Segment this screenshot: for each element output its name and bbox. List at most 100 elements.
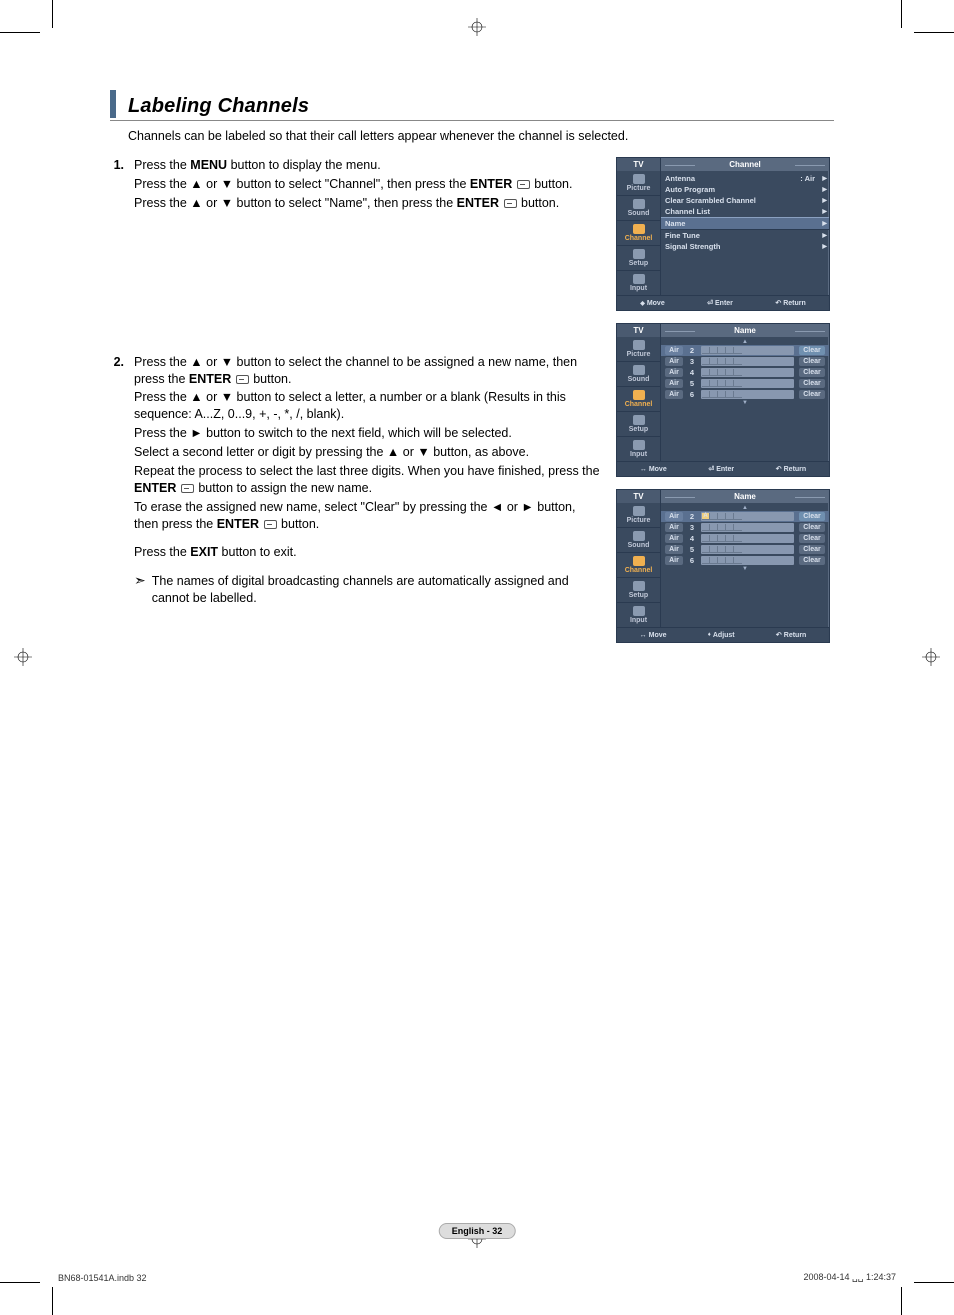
name-row: Air4Clear (661, 533, 829, 544)
name-field: A (701, 512, 794, 521)
tv-screenshot-channel: TVChannelPictureSoundChannelSetupInputAn… (616, 157, 830, 311)
name-row-num: 3 (688, 357, 696, 366)
clear-button: Clear (799, 512, 825, 521)
name-row-type: Air (665, 556, 683, 565)
tv-sidebar-icon (633, 249, 645, 259)
name-field (701, 390, 794, 399)
tv-footer-item: Return (776, 465, 806, 473)
tv-menu-row: Channel List▶ (661, 206, 829, 217)
section-intro: Channels can be labeled so that their ca… (128, 129, 834, 143)
tv-sidebar-icon (633, 581, 645, 591)
enter-icon (517, 180, 530, 189)
tv-sidebar-item: Sound (617, 362, 660, 387)
doc-footer-left: BN68-01541A.indb 32 (58, 1273, 147, 1283)
name-row-type: Air (665, 512, 683, 521)
tv-sidebar-item: Picture (617, 337, 660, 362)
tv-sidebar-label: Input (630, 617, 647, 624)
name-row: Air2AClear (661, 511, 829, 522)
tv-sidebar-item: Channel (617, 387, 660, 412)
return-icon (775, 299, 781, 307)
chevron-right-icon: ▶ (822, 208, 827, 215)
chevron-right-icon: ▶ (822, 175, 827, 182)
tv-sidebar-item: Setup (617, 246, 660, 271)
chevron-right-icon: ▶ (822, 243, 827, 250)
registration-mark-icon (468, 18, 486, 36)
tv-main: ▲Air2AClearAir3ClearAir4ClearAir5ClearAi… (661, 503, 829, 627)
tv-main: ▲Air2ClearAir3ClearAir4ClearAir5ClearAir… (661, 337, 829, 461)
name-row: Air 4 Clear (661, 367, 829, 378)
clear-button: Clear (799, 556, 825, 565)
tv-sidebar-label: Channel (625, 401, 653, 408)
tv-sidebar-label: Picture (627, 351, 651, 358)
tv-footer-item: Enter (707, 299, 733, 307)
name-row-num: 6 (688, 556, 696, 565)
step-line: Press the ▲ or ▼ button to select the ch… (134, 354, 602, 388)
name-row: Air5Clear (661, 378, 829, 389)
step: 1.Press the MENU button to display the m… (110, 157, 602, 214)
name-row-type: Air (665, 346, 683, 355)
clear-button: Clear (799, 523, 825, 532)
enter-icon (264, 520, 277, 529)
step-line: To erase the assigned new name, select "… (134, 499, 602, 533)
tv-menu-row: Antenna: Air▶ (661, 173, 829, 184)
name-row: Air 6 Clear (661, 555, 829, 566)
name-row: Air6Clear (661, 389, 829, 400)
name-field (701, 357, 794, 366)
step-line: Press the EXIT button to exit. (134, 544, 602, 561)
step-line: Press the ▲ or ▼ button to select "Chann… (134, 176, 602, 193)
tv-sidebar-item: Input (617, 271, 660, 295)
tv-sidebar-label: Picture (627, 517, 651, 524)
name-row-type: Air (665, 379, 683, 388)
name-row-type: Air (665, 368, 683, 377)
tv-sidebar-item: Input (617, 437, 660, 461)
scroll-down-icon: ▼ (661, 400, 829, 406)
tv-sidebar-icon (633, 506, 645, 516)
clear-button: Clear (799, 545, 825, 554)
step-line: Press the ▲ or ▼ button to select "Name"… (134, 195, 602, 212)
name-row-num: 5 (688, 545, 696, 554)
tv-sidebar-item: Sound (617, 528, 660, 553)
note-text: The names of digital broadcasting channe… (152, 573, 602, 607)
step-body: Press the MENU button to display the men… (134, 157, 602, 214)
tv-sidebar-item: Channel (617, 553, 660, 578)
step-number: 2. (110, 354, 124, 607)
name-row-type: Air (665, 534, 683, 543)
tv-sidebar-item: Picture (617, 171, 660, 196)
tv-menu-row: Signal Strength▶ (661, 241, 829, 252)
tv-sidebar: PictureSoundChannelSetupInput (617, 503, 661, 627)
tv-sidebar-icon (633, 274, 645, 284)
name-row-type: Air (665, 523, 683, 532)
name-row-type: Air (665, 390, 683, 399)
tv-footer-item: Move (640, 465, 667, 473)
chevron-right-icon: ▶ (822, 220, 827, 227)
tv-sidebar-label: Sound (628, 376, 650, 383)
name-row-num: 5 (688, 379, 696, 388)
name-field (701, 523, 794, 532)
tv-sidebar-label: Setup (629, 260, 648, 267)
clear-button: Clear (799, 368, 825, 377)
tv-title: Channel (661, 158, 829, 171)
section-title-row: Labeling Channels (110, 90, 834, 121)
tv-footer-item: Return (775, 299, 805, 307)
tv-sidebar-icon (633, 224, 645, 234)
scroll-down-icon: ▼ (661, 566, 829, 572)
enter-icon (236, 375, 249, 384)
name-row: Air2Clear (661, 345, 829, 356)
tv-footer: Move Enter Return (617, 461, 829, 476)
tv-sidebar-label: Sound (628, 210, 650, 217)
tv-sidebar-icon (633, 440, 645, 450)
tv-screenshot-name: TVNamePictureSoundChannelSetupInput▲Air2… (616, 489, 830, 643)
chevron-right-icon: ▶ (822, 186, 827, 193)
clear-button: Clear (799, 346, 825, 355)
tv-sidebar-item: Input (617, 603, 660, 627)
name-field (701, 545, 794, 554)
tv-sidebar-label: Setup (629, 426, 648, 433)
tv-sidebar-icon (633, 531, 645, 541)
tv-label: TV (617, 324, 661, 337)
clear-button: Clear (799, 534, 825, 543)
name-row-num: 4 (688, 368, 696, 377)
section-title: Labeling Channels (128, 95, 309, 118)
tv-menu-row: Fine Tune▶ (661, 230, 829, 241)
enter-icon (708, 465, 714, 473)
step-line: Press the ▲ or ▼ button to select a lett… (134, 389, 602, 423)
